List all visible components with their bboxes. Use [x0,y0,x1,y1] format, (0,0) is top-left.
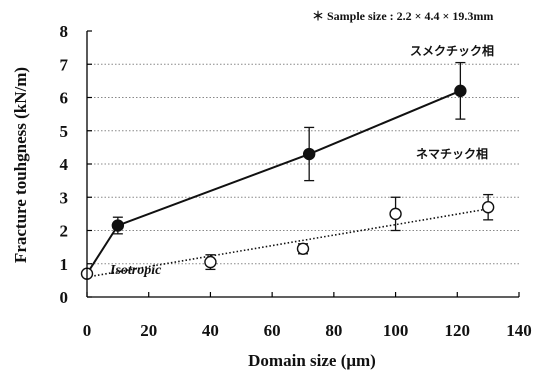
smectic-point-0 [111,219,125,232]
isotropic-label: Isotropic [109,263,162,278]
x-tick-label: 20 [140,321,157,340]
series-lines [86,89,489,278]
series-line-0 [86,89,461,275]
y-axis-title: Fracture touhgness (kN/m) [11,67,30,263]
x-tick-label: 120 [445,321,471,340]
x-tick-label: 60 [264,321,281,340]
y-tick-label: 6 [60,89,69,108]
error-bars [112,61,494,271]
x-tick-label: 40 [202,321,219,340]
y-tick-label: 8 [60,22,69,41]
sample-size-note: ＊ Sample size : 2.2 × 4.4 × 19.3mm [312,9,493,23]
nematic-point-2 [389,207,402,221]
y-tick-label: 2 [60,222,69,241]
y-tick-label: 0 [60,288,69,307]
smectic-point-2 [454,84,467,98]
series-line-1 [86,208,489,278]
data-points [80,84,495,280]
smectic-point-1 [302,147,316,161]
x-tick-label: 0 [83,321,92,340]
nematic-point-3 [481,201,495,214]
y-tick-label: 7 [60,55,69,74]
nematic-series-label: ネマチック相 [416,146,488,161]
y-tick-label: 5 [60,122,69,141]
nematic-point-1 [296,242,310,255]
x-axis-title: Domain size (μm) [248,351,376,370]
nematic-point-0 [204,255,217,269]
y-tick-label: 1 [60,255,69,274]
x-tick-label: 80 [325,321,342,340]
axes [86,30,520,298]
x-tick-label: 140 [506,321,532,340]
y-tick-label: 3 [60,188,69,207]
x-tick-label: 100 [383,321,409,340]
smectic-series-label: スメクチック相 [410,43,494,58]
y-tick-label: 4 [60,155,69,174]
